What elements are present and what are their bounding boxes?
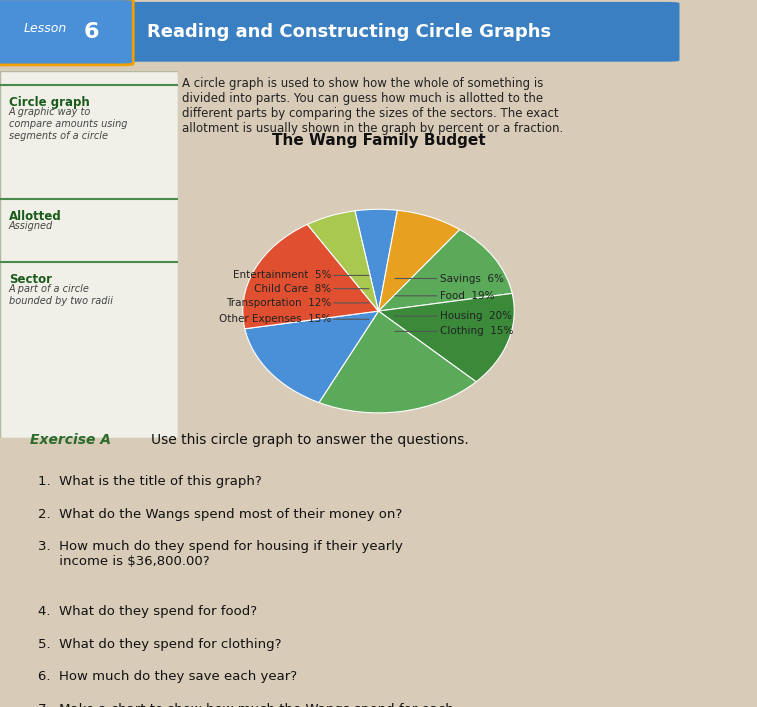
Text: Savings  6%: Savings 6% [440,274,503,284]
Text: 6: 6 [83,22,98,42]
Title: The Wang Family Budget: The Wang Family Budget [272,133,485,148]
Text: A circle graph is used to show how the whole of something is
divided into parts.: A circle graph is used to show how the w… [182,77,563,135]
Text: Assigned: Assigned [9,221,53,231]
FancyBboxPatch shape [67,2,680,62]
Wedge shape [378,210,459,311]
Text: 4.  What do they spend for food?: 4. What do they spend for food? [38,605,257,618]
Wedge shape [378,293,514,382]
FancyBboxPatch shape [0,71,178,438]
Text: Transportation  12%: Transportation 12% [226,298,331,308]
Wedge shape [319,311,476,413]
Text: Use this circle graph to answer the questions.: Use this circle graph to answer the ques… [151,433,469,447]
Text: Other Expenses  15%: Other Expenses 15% [219,314,331,325]
Text: 2.  What do the Wangs spend most of their money on?: 2. What do the Wangs spend most of their… [38,508,402,520]
Text: A part of a circle
bounded by two radii: A part of a circle bounded by two radii [9,284,113,305]
Text: 5.  What do they spend for clothing?: 5. What do they spend for clothing? [38,638,282,650]
Text: Food  19%: Food 19% [440,291,494,300]
Text: Clothing  15%: Clothing 15% [440,327,513,337]
Text: Housing  20%: Housing 20% [440,311,512,321]
Text: Child Care  8%: Child Care 8% [254,284,331,293]
Text: Exercise A: Exercise A [30,433,111,447]
Text: Allotted: Allotted [9,211,61,223]
Text: 6.  How much do they save each year?: 6. How much do they save each year? [38,670,297,683]
Text: 7.  Make a chart to show how much the Wangs spend for each
     item in their bu: 7. Make a chart to show how much the Wan… [38,703,453,707]
Wedge shape [355,209,397,311]
Wedge shape [378,230,512,311]
Wedge shape [245,311,378,402]
Text: Entertainment  5%: Entertainment 5% [232,271,331,281]
Text: Lesson: Lesson [23,22,67,35]
Text: 3.  How much do they spend for housing if their yearly
     income is $36,800.00: 3. How much do they spend for housing if… [38,540,403,568]
Text: Circle graph: Circle graph [9,96,89,110]
Text: Reading and Constructing Circle Graphs: Reading and Constructing Circle Graphs [147,23,550,41]
Wedge shape [243,224,378,329]
Text: A graphic way to
compare amounts using
segments of a circle: A graphic way to compare amounts using s… [9,107,127,141]
FancyBboxPatch shape [0,0,133,65]
Text: Sector: Sector [9,273,52,286]
Wedge shape [307,211,378,311]
Text: 1.  What is the title of this graph?: 1. What is the title of this graph? [38,475,262,488]
